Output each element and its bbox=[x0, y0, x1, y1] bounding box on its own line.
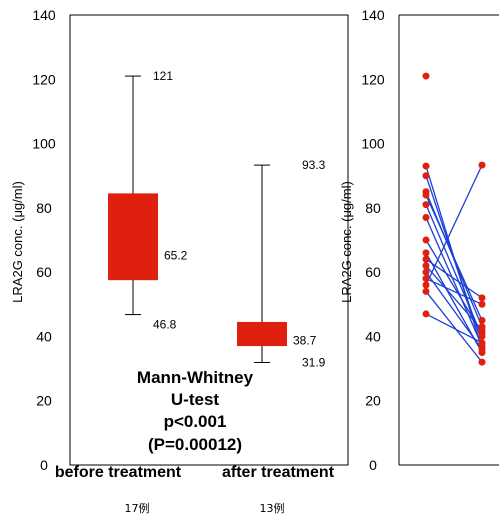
after-point bbox=[478, 332, 486, 340]
statistics-annotation: Mann-Whitney U-test p<0.001 (P=0.00012) bbox=[137, 368, 254, 454]
before-point bbox=[422, 262, 430, 270]
pair-line bbox=[425, 164, 483, 286]
y-tick-label: 140 bbox=[32, 7, 56, 23]
box-plot-chart: 0 20 40 60 80 100 120 140 LRA2G conc. (μg/ml) 1… bbox=[10, 7, 349, 515]
before-point bbox=[422, 201, 430, 209]
after-point bbox=[478, 349, 486, 356]
before-point bbox=[422, 172, 430, 180]
before-point bbox=[422, 255, 430, 263]
category-label-after: after treatment bbox=[222, 464, 335, 481]
before-point bbox=[422, 281, 430, 289]
pair-lines bbox=[425, 164, 483, 363]
pair-line bbox=[425, 239, 483, 334]
before-point bbox=[422, 72, 430, 80]
y-tick-label: 120 bbox=[361, 71, 385, 87]
pair-line bbox=[425, 271, 483, 350]
max-label: 121 bbox=[153, 69, 173, 83]
before-point bbox=[422, 214, 430, 221]
count-label-before: 17例 bbox=[125, 501, 150, 515]
y-tick-label: 40 bbox=[36, 328, 52, 344]
min-label: 46.8 bbox=[153, 318, 177, 332]
y-tick-labels-left: 0 20 40 60 80 100 120 140 bbox=[32, 7, 56, 473]
y-tick-label: 100 bbox=[361, 136, 385, 152]
before-point bbox=[422, 268, 430, 276]
count-label-after: 13例 bbox=[260, 501, 285, 515]
after-point bbox=[478, 300, 486, 308]
stat-line-2: U-test bbox=[171, 390, 220, 409]
before-point bbox=[422, 249, 430, 257]
before-point bbox=[422, 236, 430, 244]
paired-scatter-chart: 0 20 40 60 80 100 120 140 LRA2G conc. (μg/ml) bbox=[339, 7, 499, 473]
median-label: 65.2 bbox=[164, 248, 188, 262]
y-tick-label: 20 bbox=[36, 393, 52, 409]
before-point bbox=[422, 275, 430, 283]
y-axis-label-left: LRA2G conc. (μg/ml) bbox=[10, 181, 25, 303]
min-label: 31.9 bbox=[302, 355, 326, 369]
pair-line bbox=[425, 265, 483, 331]
box bbox=[108, 193, 158, 281]
y-tick-label: 20 bbox=[365, 393, 381, 409]
median-label: 38.7 bbox=[293, 334, 317, 348]
box bbox=[237, 321, 287, 347]
pair-line bbox=[425, 313, 483, 344]
y-tick-label: 80 bbox=[365, 200, 381, 216]
stat-line-3: p<0.001 bbox=[164, 412, 227, 431]
y-tick-label: 80 bbox=[36, 200, 52, 216]
y-tick-label: 100 bbox=[32, 136, 56, 152]
max-label: 93.3 bbox=[302, 158, 326, 172]
y-tick-label: 0 bbox=[40, 457, 48, 473]
stat-line-4: (P=0.00012) bbox=[148, 435, 242, 454]
pair-line bbox=[425, 291, 483, 363]
y-axis-label-right: LRA2G conc. (μg/ml) bbox=[339, 181, 354, 303]
category-label-before: before treatment bbox=[55, 464, 182, 481]
before-point bbox=[422, 310, 430, 318]
y-tick-label: 60 bbox=[365, 264, 381, 280]
after-point bbox=[478, 161, 486, 169]
after-point bbox=[478, 294, 486, 302]
y-tick-label: 140 bbox=[361, 7, 385, 23]
after-point bbox=[478, 316, 486, 324]
y-tick-label: 40 bbox=[365, 328, 381, 344]
points bbox=[422, 72, 486, 366]
y-tick-label: 0 bbox=[369, 457, 377, 473]
pair-line bbox=[425, 204, 483, 337]
y-tick-label: 120 bbox=[32, 71, 56, 87]
after-point bbox=[478, 358, 486, 366]
pair-line bbox=[425, 217, 483, 347]
boxes: 121 65.2 46.8 93.3 38.7 31.9 bbox=[108, 69, 326, 369]
plot-frame-left bbox=[69, 14, 349, 466]
pair-line bbox=[425, 191, 483, 328]
before-point bbox=[422, 162, 430, 170]
pair-line bbox=[425, 277, 483, 305]
before-point bbox=[422, 287, 430, 295]
before-point bbox=[422, 191, 430, 199]
y-tick-labels-right: 0 20 40 60 80 100 120 140 bbox=[361, 7, 385, 473]
stat-line-1: Mann-Whitney bbox=[137, 368, 254, 387]
y-tick-label: 60 bbox=[36, 264, 52, 280]
